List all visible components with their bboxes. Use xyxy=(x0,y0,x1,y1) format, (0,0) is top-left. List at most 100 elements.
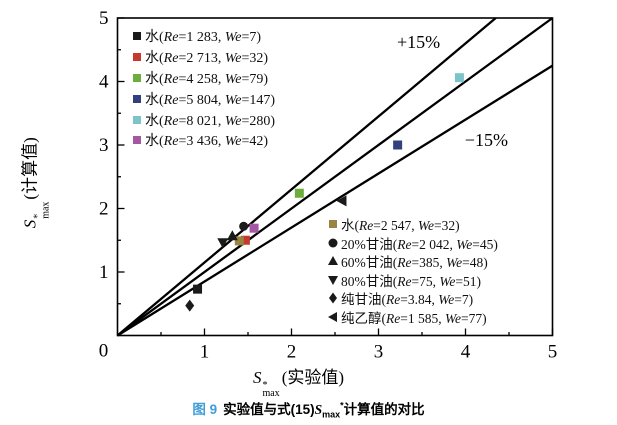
legend-item-label: 水(Re=2 713, We=32) xyxy=(145,51,268,67)
x-axis-label: S * max (实验值) xyxy=(0,363,617,399)
y-tick-label: 3 xyxy=(99,135,109,156)
y-axis-label-text: S * max (计算值) xyxy=(20,137,51,229)
y-axis-symbol-scripts: * max xyxy=(32,201,52,219)
legend-item-label: 水(Re=4 258, We=79) xyxy=(145,71,268,87)
y-tick-label: 4 xyxy=(99,72,109,93)
legend-item: 纯乙醇(Re=1 585, We=77) xyxy=(327,308,498,327)
data-point-10-diamond xyxy=(185,299,195,312)
legend-item-label: 80%甘油(Re=75, We=51) xyxy=(341,273,481,289)
legend-item-label: 水(Re=8 021, We=280) xyxy=(145,113,275,129)
legend-item: 20%甘油(Re=2 042, We=45) xyxy=(327,234,498,253)
square-icon xyxy=(133,136,141,145)
x-tick-label: 1 xyxy=(200,342,210,363)
annotation-lower-bound: −15% xyxy=(465,130,508,150)
data-point-8-triangle-up xyxy=(226,230,238,241)
legend-item: 水(Re=4 258, We=79) xyxy=(131,68,275,89)
triangle-up-icon xyxy=(328,256,338,266)
caption-symbol-sup: * xyxy=(340,400,344,411)
legend-item: 80%甘油(Re=75, We=51) xyxy=(327,271,498,290)
legend-top-left: 水(Re=1 283, We=7) 水(Re=2 713, We=32) 水(Re=… xyxy=(131,26,275,151)
x-tick-label: 3 xyxy=(374,342,384,363)
diamond-icon xyxy=(329,292,337,304)
square-legend-marker-icon xyxy=(133,53,141,62)
square-legend-marker-icon xyxy=(329,220,337,229)
data-point-0-square xyxy=(193,284,203,294)
legend-item-label: 水(Re=3 436, We=42) xyxy=(145,134,268,150)
x-tick-label: 2 xyxy=(287,342,297,363)
legend-item-label: 纯乙醇(Re=1 585, We=77) xyxy=(341,310,487,326)
triangle-left-icon xyxy=(328,311,337,322)
triangle-down-legend-marker-icon xyxy=(328,275,338,285)
legend-bottom-right: 水(Re=2 547, We=32) 20%甘油(Re=2 042, We=45)… xyxy=(327,215,498,326)
legend-item-label: 20%甘油(Re=2 042, We=45) xyxy=(341,236,498,252)
origin-tick-label: 0 xyxy=(99,341,109,362)
legend-item-label: 水(Re=2 547, We=32) xyxy=(341,218,460,234)
data-point-7-circle xyxy=(239,221,249,231)
data-point-6-square xyxy=(234,236,244,246)
caption-symbol-sub: max xyxy=(322,409,341,420)
legend-item: 纯甘油(Re=3.84, We=7) xyxy=(327,289,498,308)
square-icon xyxy=(133,32,141,41)
y-tick-label: 1 xyxy=(99,262,109,283)
square-legend-marker-icon xyxy=(133,94,141,103)
square-icon xyxy=(133,94,141,103)
legend-item-label: 水(Re=5 804, We=147) xyxy=(145,92,275,108)
x-axis-label-text: S * max (实验值) xyxy=(253,363,344,399)
data-point-5-square xyxy=(249,223,259,233)
x-tick-label: 4 xyxy=(461,342,471,363)
triangle-down-icon xyxy=(328,275,338,285)
y-tick-label: 5 xyxy=(99,8,109,29)
circle-legend-marker-icon xyxy=(328,238,338,248)
y-axis-label-cn: (计算值) xyxy=(20,137,40,200)
triangle-up-legend-marker-icon xyxy=(328,256,338,266)
data-point-2-square xyxy=(294,188,304,198)
legend-item: 60%甘油(Re=385, We=48) xyxy=(327,252,498,271)
data-point-3-square xyxy=(393,140,403,150)
legend-item: 水(Re=2 713, We=32) xyxy=(131,47,275,68)
x-axis-symbol-sup: * xyxy=(262,380,268,391)
figure-caption: 图 9 实验值与式(15)Smax*计算值的对比 xyxy=(0,398,617,420)
data-point-1-square xyxy=(240,235,250,245)
reference-line-lower-bound xyxy=(116,64,554,337)
x-tick-label: 5 xyxy=(548,342,558,363)
legend-item-label: 纯甘油(Re=3.84, We=7) xyxy=(341,292,474,308)
y-axis-symbol: S xyxy=(20,219,40,229)
square-icon xyxy=(133,73,141,82)
data-point-4-square xyxy=(454,73,464,83)
y-axis-label: S * max (计算值) xyxy=(15,33,51,333)
annotation-upper-bound: +15% xyxy=(397,32,440,52)
square-icon xyxy=(133,53,141,62)
reference-line-identity xyxy=(116,17,554,337)
caption-post: 计算值的对比 xyxy=(343,402,425,417)
y-axis-symbol-sub: max xyxy=(40,201,52,219)
x-axis-label-cn: (实验值) xyxy=(281,368,345,387)
square-legend-marker-icon xyxy=(133,136,141,145)
data-point-9-triangle-down xyxy=(217,238,229,249)
square-legend-marker-icon xyxy=(133,32,141,41)
x-axis-symbol: S xyxy=(252,368,262,387)
legend-item-label: 60%甘油(Re=385, We=48) xyxy=(341,255,488,271)
figure-number-tag: 图 9 xyxy=(192,402,218,417)
legend-item: 水(Re=2 547, We=32) xyxy=(327,215,498,234)
legend-item-label: 水(Re=1 283, We=7) xyxy=(145,30,261,46)
legend-item: 水(Re=1 283, We=7) xyxy=(131,26,275,47)
caption-pre: 实验值与式(15) xyxy=(223,402,315,417)
triangle-left-legend-marker-icon xyxy=(328,311,337,322)
x-axis-symbol-sub: max xyxy=(262,388,280,399)
square-legend-marker-icon xyxy=(133,115,141,124)
data-point-11-triangle-left xyxy=(336,195,347,207)
circle-icon xyxy=(328,238,338,248)
reference-line-upper-bound xyxy=(116,17,497,337)
legend-item: 水(Re=3 436, We=42) xyxy=(131,130,275,151)
square-legend-marker-icon xyxy=(133,73,141,82)
caption-symbol: S xyxy=(314,402,323,417)
x-axis-symbol-scripts: * max xyxy=(262,380,280,399)
square-icon xyxy=(133,115,141,124)
legend-item: 水(Re=8 021, We=280) xyxy=(131,109,275,130)
y-tick-label: 2 xyxy=(99,199,109,220)
legend-item: 水(Re=5 804, We=147) xyxy=(131,88,275,109)
diamond-legend-marker-icon xyxy=(329,292,337,304)
square-icon xyxy=(329,220,337,229)
